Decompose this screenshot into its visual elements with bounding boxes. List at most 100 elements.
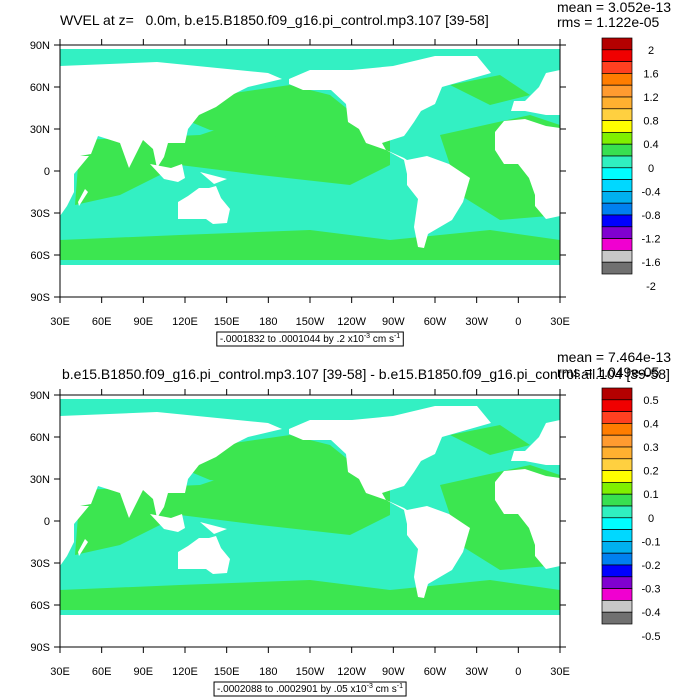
colorbar-box: [601, 61, 633, 74]
map-field: [60, 395, 560, 647]
colorbar-box: [601, 132, 633, 145]
colorbar-label: -1.2: [642, 234, 661, 246]
colorbar-label: 1.6: [643, 68, 658, 80]
lon-label: 120W: [337, 316, 366, 328]
lon-label: 30E: [50, 316, 70, 328]
lat-label: 60S: [30, 250, 50, 262]
map: [60, 45, 560, 297]
range-text: -.0002088 to .0002901 by .05 x10-3 cm s-…: [217, 683, 403, 695]
colorbar-box: [601, 411, 633, 424]
colorbar-box: [601, 470, 633, 483]
colorbar-box: [601, 250, 633, 263]
rms-stat: rms = 1.122e-05: [557, 14, 660, 30]
colorbar-box: [601, 120, 633, 133]
colorbar-box: [601, 226, 633, 239]
colorbar-box: [601, 202, 633, 216]
range-exponent: -3: [367, 683, 373, 690]
lon-label: 180: [259, 316, 277, 328]
colorbar-box: [601, 458, 633, 471]
lon-label: 90E: [134, 316, 154, 328]
lon-label: 30W: [465, 666, 488, 678]
lon-label: 0: [515, 316, 521, 328]
lon-label: 90W: [382, 316, 405, 328]
colorbar-label: -0.3: [642, 584, 661, 596]
range-box: [216, 331, 404, 347]
colorbar-label: 0.4: [643, 418, 658, 430]
colorbar-box: [601, 214, 633, 228]
lon-label: 120E: [172, 666, 198, 678]
colorbar-box: [601, 564, 633, 578]
colorbar-label: 1.2: [643, 92, 658, 104]
range-main: -.0001832 to .0001044 by .2 x10: [220, 334, 364, 345]
mean-stat: mean = 3.052e-13: [557, 0, 671, 15]
panel-title: b.e15.B1850.f09_g16.pi_control.mp3.107 […: [62, 366, 670, 382]
colorbar-box: [601, 611, 633, 625]
lat-label: 90S: [30, 292, 50, 304]
colorbar-box: [601, 423, 633, 436]
colorbar-label: -0.4: [642, 607, 661, 619]
lat-label: 90N: [30, 390, 50, 402]
lat-label: 30S: [30, 208, 50, 220]
range-main: -.0002088 to .0002901 by .05 x10: [217, 684, 367, 695]
lon-label: 60W: [424, 316, 447, 328]
colorbar-box: [601, 529, 633, 542]
lat-label: 90S: [30, 642, 50, 654]
range-unit: cm s: [373, 684, 397, 695]
colorbar-box: [601, 434, 633, 448]
lat-label: 30N: [30, 474, 50, 486]
colorbar-label: -2: [646, 281, 656, 293]
lon-label: 30E: [50, 666, 70, 678]
lon-label: 150E: [214, 666, 240, 678]
range-box: [213, 681, 407, 697]
colorbar-label: 2: [648, 45, 654, 57]
colorbar-label: 0.4: [643, 139, 658, 151]
lon-label: 150W: [296, 666, 325, 678]
lon-label: 90E: [134, 666, 154, 678]
lon-label: 180: [259, 666, 277, 678]
lon-label: 150W: [296, 316, 325, 328]
colorbar-label: 0: [648, 163, 654, 175]
map: [60, 395, 560, 647]
colorbar-box: [601, 108, 633, 121]
lat-label: 30S: [30, 558, 50, 570]
colorbar-box: [601, 84, 633, 98]
colorbar-box: [601, 73, 633, 86]
range-exponent: -3: [364, 333, 370, 340]
colorbar-label: 0.8: [643, 116, 658, 128]
colorbar-label: 0.3: [643, 442, 658, 454]
lon-label: 120E: [172, 316, 198, 328]
colorbar-box: [601, 238, 633, 251]
lon-label: 150E: [214, 316, 240, 328]
colorbar-label: -0.1: [642, 536, 661, 548]
colorbar-box: [601, 482, 633, 495]
colorbar-label: -0.4: [642, 186, 661, 198]
colorbar-box: [601, 167, 633, 180]
colorbar-box: [601, 493, 633, 507]
colorbar-box: [601, 576, 633, 589]
colorbar-box: [601, 505, 633, 519]
lat-label: 60N: [30, 432, 50, 444]
lat-label: 60S: [30, 600, 50, 612]
lat-label: 90N: [30, 40, 50, 52]
colorbar-box: [601, 49, 633, 62]
range-text: -.0001832 to .0001044 by .2 x10-3 cm s-1: [220, 333, 400, 345]
range-unit: cm s: [370, 334, 394, 345]
colorbar-box: [601, 155, 633, 169]
lon-label: 60E: [92, 316, 112, 328]
mean-stat: mean = 7.464e-13: [557, 349, 671, 365]
colorbar-label: -0.5: [642, 631, 661, 643]
lon-label: 120W: [337, 666, 366, 678]
colorbar-box: [601, 552, 633, 566]
lat-label: 30N: [30, 124, 50, 136]
map-field: [60, 45, 560, 297]
colorbar-box: [601, 387, 633, 401]
colorbar-label: -0.8: [642, 210, 661, 222]
colorbar-box: [601, 588, 633, 601]
rms-stat: rms = 1.049e-05: [557, 364, 660, 380]
colorbar-label: 0: [648, 513, 654, 525]
colorbar-box: [601, 179, 633, 192]
lon-label: 0: [515, 666, 521, 678]
colorbar-box: [601, 143, 633, 157]
lon-label: 60E: [92, 666, 112, 678]
